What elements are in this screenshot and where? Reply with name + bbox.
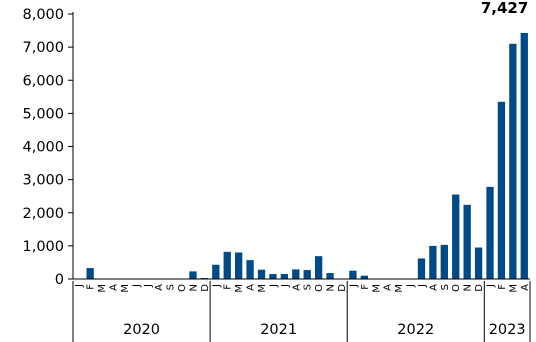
y-tick-label: 6,000 [22,73,64,89]
year-label: 2022 [397,322,434,338]
x-tick-label: M [97,284,108,293]
x-tick-label: O [177,284,188,292]
bar-15 [246,260,254,279]
y-tick-label: 5,000 [22,106,64,122]
x-tick-label: A [428,284,439,291]
year-label: 2021 [260,322,297,338]
x-tick-label: D [474,284,485,292]
bar-22 [326,273,334,279]
year-label: 2023 [489,322,526,338]
bar-series [86,32,528,280]
x-tick-label: J [348,284,359,288]
bar-13 [223,251,231,279]
x-tick-label: M [371,284,382,293]
x-tick-label: F [223,284,234,290]
x-tick-label: A [520,284,531,291]
x-tick-label: M [234,284,245,293]
x-tick-label: A [108,284,119,291]
bar-12 [212,264,220,279]
bar-16 [257,269,266,279]
x-tick-label: J [131,284,142,288]
bar-17 [269,274,277,279]
x-axis-year-groups: 2020 2021 2022 2023 [72,281,531,342]
x-tick-label: J [486,284,497,288]
x-tick-label: N [188,284,199,291]
bar-36 [486,186,494,279]
data-label: 7,427 [481,0,528,17]
x-tick-label: N [463,284,474,291]
y-tick-label: 7,000 [22,40,64,56]
bar-30 [417,258,426,279]
year-label: 2020 [123,322,160,338]
x-tick-label: A [246,284,257,291]
x-tick-label: O [451,284,462,292]
x-tick-label: D [337,284,348,292]
x-tick-label: D [200,284,211,292]
x-tick-label: J [417,284,428,288]
bar-19 [292,269,300,279]
x-tick-label: M [394,284,405,293]
axes [72,12,530,280]
bar-32 [440,244,448,279]
y-tick-label: 0 [55,272,64,288]
bar-35 [474,247,483,279]
y-tick-label: 8,000 [22,7,64,23]
y-tick-label: 3,000 [22,173,64,189]
y-tick-label: 4,000 [22,140,64,156]
x-tick-label: S [440,284,451,290]
bar-18 [280,274,289,279]
bar-21 [314,256,323,279]
bar-14 [235,252,243,279]
x-tick-label: A [383,284,394,291]
x-tick-label: F [360,284,371,290]
x-tick-label: A [291,284,302,291]
x-tick-label: O [314,284,325,292]
bar-10 [189,271,197,279]
x-tick-label: J [406,284,417,288]
x-tick-label: N [326,284,337,291]
bar-31 [429,245,437,279]
bar-1 [86,268,94,279]
y-tick-label: 2,000 [22,206,64,222]
x-tick-label: M [257,284,268,293]
x-tick-label: M [120,284,131,293]
y-axis-ticks: 0 1,000 2,000 3,000 4,000 5,000 6,000 7,000 8,00… [22,7,73,288]
bar-24 [349,270,357,279]
x-tick-label: J [74,284,85,288]
y-tick-label: 1,000 [22,239,64,255]
x-tick-label: M [508,284,519,293]
bar-25 [360,275,368,279]
x-tick-label: J [143,284,154,288]
bar-34 [463,204,471,279]
x-tick-label: S [166,284,177,290]
bar-38 [509,43,517,279]
x-tick-label: J [268,284,279,288]
bar-33 [452,194,460,279]
x-tick-label: F [497,284,508,290]
bar-39 [520,32,528,280]
data-labels: 7,427 [481,0,528,17]
x-tick-label: J [280,284,291,288]
x-tick-label: S [303,284,314,290]
bar-37 [497,101,506,279]
x-tick-label: A [154,284,165,291]
x-tick-label: F [86,284,97,290]
x-tick-label: J [211,284,222,288]
bar-20 [303,270,311,279]
